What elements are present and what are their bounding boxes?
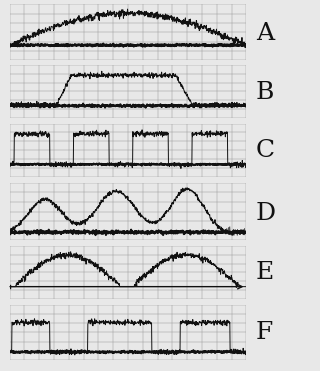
Text: E: E: [256, 261, 274, 284]
Text: A: A: [256, 22, 274, 45]
Text: B: B: [256, 81, 274, 104]
Text: F: F: [256, 321, 273, 344]
Text: C: C: [256, 139, 275, 162]
Text: D: D: [256, 202, 276, 225]
